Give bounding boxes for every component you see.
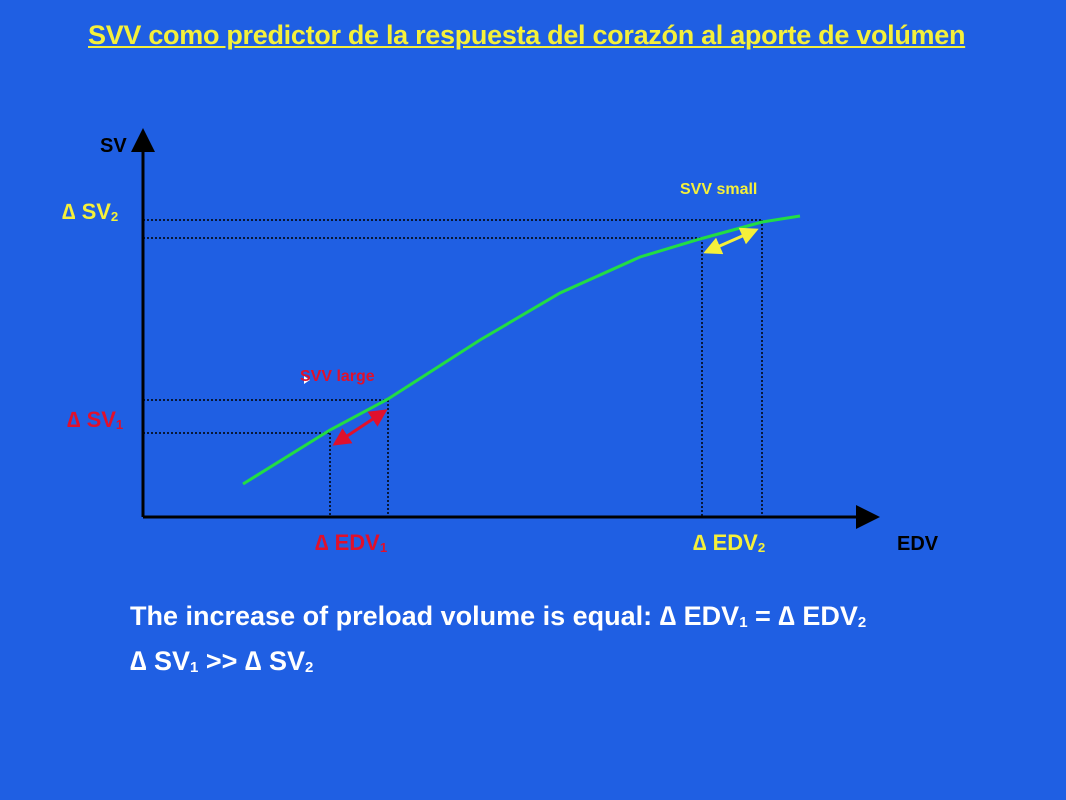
label-text: ∆ EDV [693,530,758,555]
svv-large-arrow [332,409,388,446]
svv-small-label: SVV small [680,181,757,198]
edv-label: ∆ EDV1 [315,530,387,555]
conclusion: The increase of preload volume is equal:… [130,596,890,686]
svv-small-arrow [703,227,759,255]
label-text: ∆ SV [67,407,116,432]
conclusion-text: ∆ SV [130,646,191,676]
edv-label: ∆ EDV2 [693,530,765,555]
label-subscript: 2 [758,540,765,555]
conclusion-subscript: 2 [304,659,314,676]
conclusion-subscript: 1 [190,659,199,676]
x-axis-label: EDV [897,533,939,555]
y-axis-label: SV [100,135,127,157]
label-subscript: 1 [380,540,387,555]
sv-label: ∆ SV1 [67,407,123,432]
frank-starling-curve [242,214,801,486]
pointer [304,376,310,384]
conclusion-text: The increase of preload volume is equal:… [130,601,740,631]
label-subscript: 1 [116,417,123,432]
label-subscript: 2 [111,209,118,224]
label-text: ∆ SV [62,199,111,224]
conclusion-line: ∆ SV1 >> ∆ SV2 [130,641,890,686]
conclusion-subscript: 1 [739,614,748,631]
guide-lines [143,219,763,517]
slide-title: SVV como predictor de la respuesta del c… [88,20,966,50]
sv-label: ∆ SV2 [62,199,118,224]
conclusion-text: = ∆ EDV [747,601,858,631]
label-text: ∆ EDV [315,530,380,555]
svv-large-label: SVV large [300,368,375,385]
conclusion-line: The increase of preload volume is equal:… [130,596,890,641]
conclusion-subscript: 2 [857,614,867,631]
conclusion-text: >> ∆ SV [198,646,305,676]
